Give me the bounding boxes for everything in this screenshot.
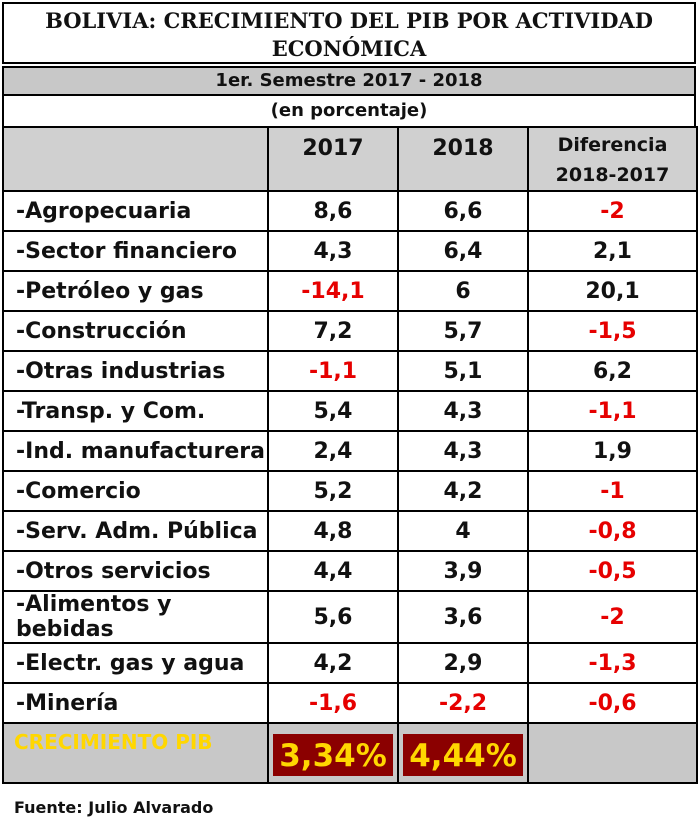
value-2018: 2,9 [397,642,529,684]
total-2017-value: 3,34% [273,734,393,776]
value-2018: 4,3 [397,390,529,432]
table-row: -Alimentos y bebidas 5,6 3,6 -2 [2,590,698,644]
period-subtitle: 1er. Semestre 2017 - 2018 [2,66,696,96]
value-2017: 8,6 [267,190,399,232]
table-row: -Serv. Adm. Pública 4,8 4 -0,8 [2,510,698,552]
column-header-2018: 2018 [397,126,529,192]
table-row: -Otros servicios 4,4 3,9 -0,5 [2,550,698,592]
table-row: -Otras industrias -1,1 5,1 6,2 [2,350,698,392]
row-label: -Petróleo y gas [2,270,269,312]
table-row: -Minería -1,6 -2,2 -0,6 [2,682,698,724]
value-2017: 5,4 [267,390,399,432]
value-diferencia: -1,3 [527,642,698,684]
total-diff-cell [527,722,698,784]
row-label: -Electr. gas y agua [2,642,269,684]
value-2018: 6 [397,270,529,312]
row-label: -Serv. Adm. Pública [2,510,269,552]
value-diferencia: -1,1 [527,390,698,432]
total-row: CRECIMIENTO PIB 3,34% 4,44% [2,722,698,784]
value-2017: 5,6 [267,590,399,644]
table-title: BOLIVIA: CRECIMIENTO DEL PIB POR ACTIVID… [2,2,696,64]
table-row: -Electr. gas y agua 4,2 2,9 -1,3 [2,642,698,684]
total-label: CRECIMIENTO PIB [2,722,269,784]
value-diferencia: -0,5 [527,550,698,592]
units-note: (en porcentaje) [2,96,696,126]
value-2018: -2,2 [397,682,529,724]
row-label: -Ind. manufacturera [2,430,269,472]
header-row: 2017 2018 Diferencia 2018-2017 [2,126,698,192]
row-label: -Sector financiero [2,230,269,272]
row-label: -Otros servicios [2,550,269,592]
value-2017: 4,2 [267,642,399,684]
table-row: -Construcción 7,2 5,7 -1,5 [2,310,698,352]
value-2018: 3,9 [397,550,529,592]
table-row: -Comercio 5,2 4,2 -1 [2,470,698,512]
value-2018: 5,1 [397,350,529,392]
row-label: -Agropecuaria [2,190,269,232]
value-diferencia: 6,2 [527,350,698,392]
row-label: -Comercio [2,470,269,512]
total-2018-cell: 4,44% [397,722,529,784]
value-2017: -1,6 [267,682,399,724]
value-2018: 6,6 [397,190,529,232]
value-diferencia: -0,8 [527,510,698,552]
total-2017-cell: 3,34% [267,722,399,784]
row-label: -Construcción [2,310,269,352]
value-2017: 7,2 [267,310,399,352]
source-note: Fuente: Julio Alvarado [14,798,214,817]
value-2017: 4,3 [267,230,399,272]
gdp-table: 2017 2018 Diferencia 2018-2017 -Agropecu… [2,126,698,784]
header-blank-cell [2,126,269,192]
value-2017: 5,2 [267,470,399,512]
row-label: -Transp. y Com. [2,390,269,432]
table-row: -Sector financiero 4,3 6,4 2,1 [2,230,698,272]
row-label: -Otras industrias [2,350,269,392]
value-diferencia: 1,9 [527,430,698,472]
value-2018: 6,4 [397,230,529,272]
value-diferencia: -1,5 [527,310,698,352]
column-header-diferencia: Diferencia 2018-2017 [527,126,698,192]
table-row: -Transp. y Com. 5,4 4,3 -1,1 [2,390,698,432]
value-2017: 2,4 [267,430,399,472]
value-diferencia: 20,1 [527,270,698,312]
value-2018: 3,6 [397,590,529,644]
row-label: -Minería [2,682,269,724]
table-body: -Agropecuaria 8,6 6,6 -2 -Sector financiero 4… [2,190,698,724]
value-2018: 4,2 [397,470,529,512]
table-title-text: BOLIVIA: CRECIMIENTO DEL PIB POR ACTIVID… [45,8,653,61]
value-2018: 5,7 [397,310,529,352]
value-2017: -14,1 [267,270,399,312]
value-diferencia: -2 [527,190,698,232]
value-diferencia: 2,1 [527,230,698,272]
value-2017: 4,8 [267,510,399,552]
value-2017: 4,4 [267,550,399,592]
table-row: -Agropecuaria 8,6 6,6 -2 [2,190,698,232]
value-2018: 4,3 [397,430,529,472]
table-row: -Petróleo y gas -14,1 6 20,1 [2,270,698,312]
table-row: -Ind. manufacturera 2,4 4,3 1,9 [2,430,698,472]
value-diferencia: -0,6 [527,682,698,724]
value-diferencia: -1 [527,470,698,512]
value-2017: -1,1 [267,350,399,392]
value-diferencia: -2 [527,590,698,644]
row-label: -Alimentos y bebidas [2,590,269,644]
column-header-2017: 2017 [267,126,399,192]
total-2018-value: 4,44% [403,734,523,776]
value-2018: 4 [397,510,529,552]
